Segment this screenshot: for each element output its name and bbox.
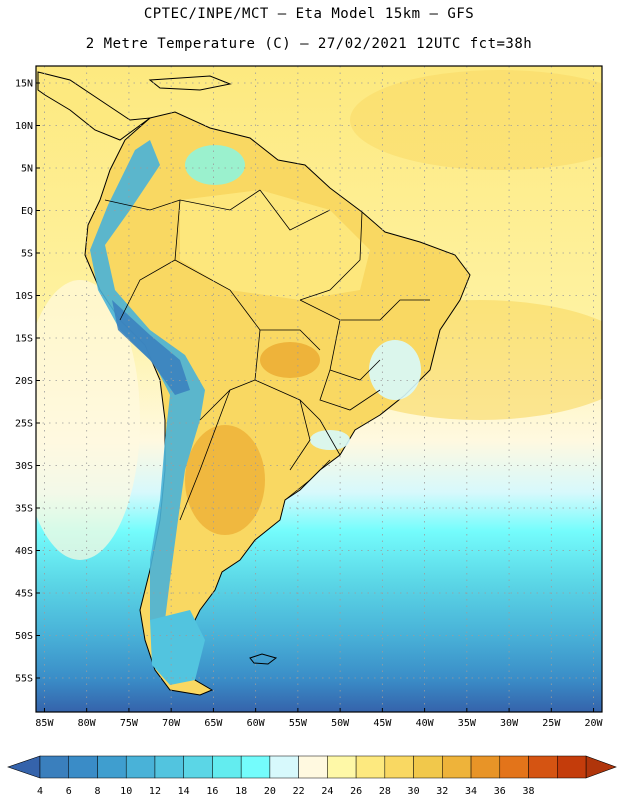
- latitude-label: 45S: [15, 589, 33, 600]
- longitude-label: 25W: [542, 718, 561, 729]
- colorbar-label: 20: [264, 786, 276, 797]
- hot-spot: [260, 342, 320, 378]
- patagonia-cool-region: [150, 610, 205, 685]
- amazon-basin: [180, 190, 370, 300]
- colorbar-label: 6: [66, 786, 72, 797]
- latitude-label: 55S: [15, 674, 33, 685]
- colorbar-label: 38: [523, 786, 535, 797]
- latitude-label: 10N: [15, 121, 33, 132]
- latitude-label: 30S: [15, 461, 33, 472]
- colorbar-swatch: [154, 755, 184, 779]
- colorbar-swatch: [442, 755, 472, 779]
- latitude-label: 25S: [15, 419, 33, 430]
- longitude-label: 70W: [162, 718, 181, 729]
- warm-ocean-region: [350, 70, 602, 170]
- longitude-label: 65W: [204, 718, 223, 729]
- latitude-label: EQ: [21, 206, 33, 217]
- latitude-label: 5N: [21, 164, 33, 175]
- colorbar-swatch: [327, 755, 357, 779]
- colorbar-label: 4: [37, 786, 43, 797]
- map-frame: [36, 66, 602, 712]
- cool-patch: [185, 145, 245, 185]
- colorbar-swatch: [355, 755, 386, 779]
- colorbar-swatch: [384, 755, 414, 779]
- colorbar-swatch: [39, 755, 69, 779]
- hot-spot: [182, 536, 218, 584]
- longitude-labels: 85W 80W 75W 70W 65W 60W 55W 50W 45W 40W 35W 30W 25W 2…: [35, 718, 603, 729]
- colorbar-label: 16: [206, 786, 218, 797]
- colorbar-labels: 4 6 8 10 12 14 16 18 20 22 24 26 28 30 32 34 36 38: [37, 786, 535, 797]
- colorbar-label: 10: [120, 786, 132, 797]
- central-america-landmass: [37, 71, 152, 141]
- longitude-label: 60W: [247, 718, 266, 729]
- latitude-label: 20S: [15, 376, 33, 387]
- longitude-label: 85W: [35, 718, 54, 729]
- colorbar-swatch: [125, 755, 156, 779]
- map-border: [35, 65, 603, 713]
- colorbar-label: 36: [494, 786, 506, 797]
- latitude-label: 15N: [15, 79, 33, 90]
- map-subtitle: 2 Metre Temperature (C) – 27/02/2021 12U…: [85, 36, 533, 52]
- colorbar-swatch: [183, 755, 213, 779]
- colorbar-label: 24: [321, 786, 333, 797]
- caribbean-islands: [148, 75, 232, 91]
- hot-spot: [185, 425, 265, 535]
- andes-cold-strip: [90, 140, 205, 620]
- latitude-label: 15S: [15, 334, 33, 345]
- colorbar-swatch: [240, 755, 271, 779]
- cool-patch: [369, 340, 421, 400]
- colorbar-swatch: [499, 755, 529, 779]
- colorbar-swatch: [557, 755, 587, 779]
- cool-patch: [310, 430, 350, 450]
- latitude-label: 5S: [21, 249, 33, 260]
- longitude-label: 30W: [500, 718, 519, 729]
- longitude-label: 40W: [416, 718, 435, 729]
- axis-ticks: [36, 82, 595, 712]
- colorbar-label: 22: [293, 786, 305, 797]
- colorbar-label: 34: [465, 786, 477, 797]
- latitude-label: 50S: [15, 631, 33, 642]
- falkland-islands: [249, 653, 278, 665]
- country-borders: [104, 189, 430, 521]
- colorbar-label: 8: [94, 786, 100, 797]
- colorbar-label: 12: [149, 786, 161, 797]
- colorbar-swatch: [470, 755, 501, 779]
- colorbar-label: 18: [235, 786, 247, 797]
- latitude-label: 40S: [15, 546, 33, 557]
- colorbar-swatch: [298, 755, 328, 779]
- cool-ocean-region: [36, 280, 140, 560]
- colorbar-label: 32: [436, 786, 448, 797]
- longitude-label: 50W: [331, 718, 350, 729]
- andes-high-peaks: [112, 300, 190, 395]
- colorbar-swatch: [269, 755, 299, 779]
- colorbar-label: 26: [350, 786, 362, 797]
- colorbar-swatch: [528, 755, 558, 779]
- colorbar-over-arrow: [585, 755, 617, 779]
- latitude-labels: 15N 10N 5N EQ 5S 10S 15S 20S 25S 30S 35S 40S 45S 50S 5…: [15, 79, 33, 685]
- colorbar-swatch: [212, 755, 242, 779]
- colorbar-label: 30: [408, 786, 420, 797]
- longitude-label: 55W: [289, 718, 308, 729]
- colorbar-swatch: [97, 755, 127, 779]
- longitude-label: 20W: [585, 718, 604, 729]
- latitude-label: 35S: [15, 504, 33, 515]
- colorbar-under-arrow: [7, 755, 41, 779]
- longitude-label: 80W: [78, 718, 97, 729]
- longitude-label: 35W: [458, 718, 477, 729]
- longitude-label: 75W: [120, 718, 139, 729]
- colorbar-swatch: [68, 755, 98, 779]
- latitude-label: 10S: [15, 291, 33, 302]
- colorbar: [7, 755, 617, 779]
- colorbar-label: 14: [178, 786, 190, 797]
- colorbar-label: 28: [379, 786, 391, 797]
- longitude-label: 45W: [373, 718, 392, 729]
- map-title: CPTEC/INPE/MCT – Eta Model 15km – GFS: [143, 6, 475, 22]
- colorbar-swatch: [413, 755, 443, 779]
